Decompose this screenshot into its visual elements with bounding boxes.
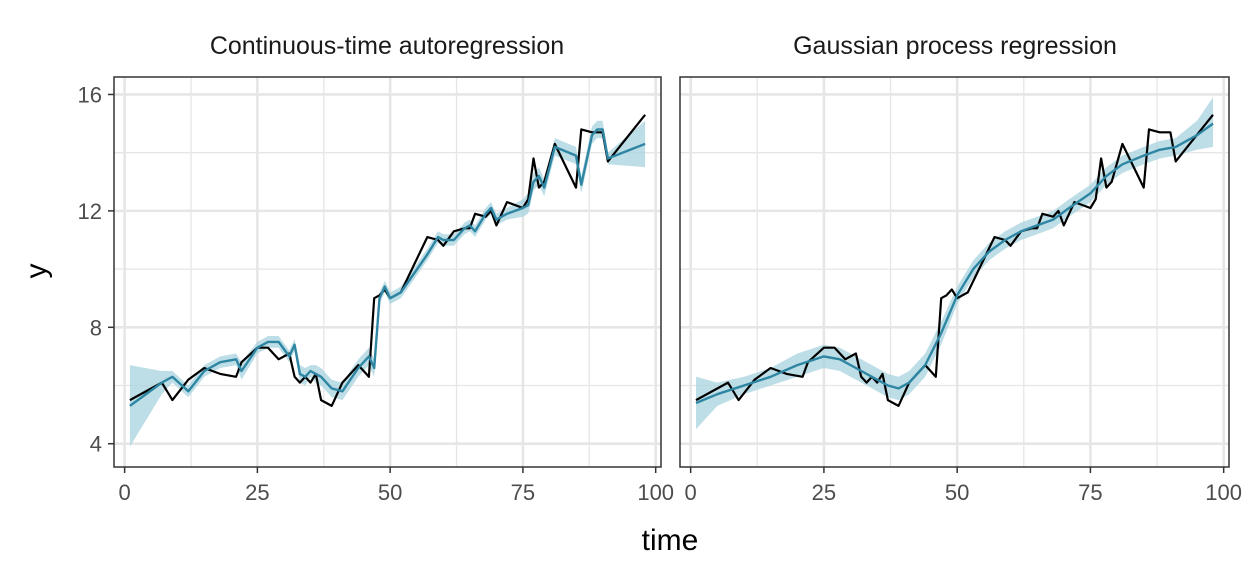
panel-continuous-time-autoregression: Continuous-time autoregression <box>113 32 662 468</box>
y-tick-label: 12 <box>78 199 102 224</box>
x-tick-label: 50 <box>945 480 969 505</box>
y-axis: 4 8 12 16 <box>78 82 114 457</box>
x-tick-label: 0 <box>685 480 697 505</box>
confidence-band <box>696 97 1213 430</box>
y-tick-label: 16 <box>78 82 102 107</box>
x-tick-label: 25 <box>812 480 836 505</box>
panel-border <box>679 76 1230 468</box>
x-axis-title: time <box>642 524 699 557</box>
x-tick-label: 0 <box>118 480 130 505</box>
y-tick-label: 4 <box>90 432 102 457</box>
panel-title-left: Continuous-time autoregression <box>210 32 564 60</box>
panel-border <box>113 76 662 468</box>
x-tick-label: 100 <box>1205 480 1242 505</box>
x-tick-label: 50 <box>378 480 402 505</box>
gridlines <box>680 77 1229 467</box>
gridlines <box>114 77 661 467</box>
x-tick-label: 25 <box>245 480 269 505</box>
x-tick-label: 75 <box>1078 480 1102 505</box>
y-tick-label: 8 <box>90 315 102 340</box>
observed-line <box>695 114 1214 407</box>
x-tick-label: 100 <box>637 480 674 505</box>
x-axis: 0 25 50 75 100 0 25 50 75 100 <box>118 467 1242 505</box>
x-tick-label: 75 <box>511 480 535 505</box>
fitted-line <box>695 122 1214 405</box>
fitted-line <box>129 128 646 407</box>
panel-gaussian-process-regression: Gaussian process regression <box>679 32 1230 468</box>
panel-title-right: Gaussian process regression <box>793 32 1117 60</box>
y-axis-title: y <box>20 264 53 279</box>
